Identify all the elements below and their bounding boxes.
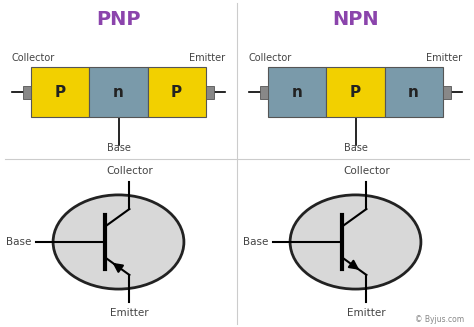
Bar xyxy=(384,67,443,117)
Text: Emitter: Emitter xyxy=(110,308,149,318)
Bar xyxy=(268,67,327,117)
Text: n: n xyxy=(292,85,303,100)
Text: Base: Base xyxy=(107,143,130,153)
Text: n: n xyxy=(113,85,124,100)
Text: n: n xyxy=(408,85,419,100)
Text: P: P xyxy=(350,85,361,100)
Bar xyxy=(327,67,384,117)
Text: Base: Base xyxy=(6,237,31,247)
Text: Collector: Collector xyxy=(106,166,153,176)
Bar xyxy=(31,67,90,117)
Text: Collector: Collector xyxy=(343,166,390,176)
Text: Base: Base xyxy=(243,237,268,247)
Text: Emitter: Emitter xyxy=(347,308,386,318)
Bar xyxy=(147,67,206,117)
Circle shape xyxy=(53,195,184,289)
Text: Collector: Collector xyxy=(12,53,55,62)
Bar xyxy=(443,86,451,98)
Bar xyxy=(90,67,147,117)
Text: P: P xyxy=(171,85,182,100)
Text: NPN: NPN xyxy=(332,10,379,29)
Circle shape xyxy=(290,195,421,289)
Bar xyxy=(206,86,214,98)
Bar xyxy=(23,86,31,98)
Text: PNP: PNP xyxy=(96,10,141,29)
Bar xyxy=(260,86,268,98)
Text: Emitter: Emitter xyxy=(189,53,225,62)
Text: Base: Base xyxy=(344,143,367,153)
Text: © Byjus.com: © Byjus.com xyxy=(415,315,465,324)
Text: Collector: Collector xyxy=(249,53,292,62)
Text: Emitter: Emitter xyxy=(426,53,462,62)
Text: P: P xyxy=(55,85,66,100)
